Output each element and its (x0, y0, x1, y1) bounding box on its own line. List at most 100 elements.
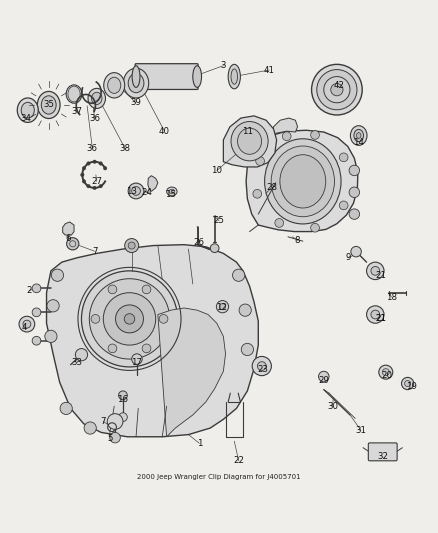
Text: 33: 33 (71, 358, 83, 367)
Text: 28: 28 (266, 183, 277, 192)
Ellipse shape (132, 66, 140, 87)
Circle shape (339, 153, 348, 161)
Ellipse shape (21, 102, 34, 118)
Circle shape (219, 304, 226, 310)
Circle shape (116, 305, 144, 333)
Circle shape (81, 173, 84, 176)
Ellipse shape (231, 122, 268, 161)
Text: 7: 7 (92, 247, 97, 256)
FancyBboxPatch shape (368, 443, 397, 461)
Ellipse shape (350, 126, 367, 146)
Text: 30: 30 (327, 402, 338, 411)
Circle shape (402, 377, 414, 390)
Text: 21: 21 (375, 314, 386, 324)
Text: 2: 2 (26, 286, 32, 295)
Ellipse shape (357, 133, 361, 139)
Text: 16: 16 (117, 395, 128, 404)
Text: 17: 17 (131, 358, 141, 367)
Ellipse shape (104, 72, 125, 98)
Circle shape (119, 413, 127, 422)
Ellipse shape (228, 64, 240, 89)
Ellipse shape (17, 98, 38, 123)
Ellipse shape (193, 66, 201, 87)
Ellipse shape (37, 92, 60, 118)
Ellipse shape (271, 146, 335, 217)
Circle shape (110, 432, 120, 443)
Circle shape (349, 187, 360, 198)
Circle shape (89, 279, 170, 359)
Text: 19: 19 (406, 382, 417, 391)
Ellipse shape (280, 155, 326, 208)
Text: 34: 34 (21, 114, 32, 123)
Polygon shape (148, 176, 158, 191)
Circle shape (382, 369, 389, 376)
Text: 29: 29 (318, 376, 329, 384)
Text: 8: 8 (295, 236, 300, 245)
Text: 4: 4 (22, 323, 28, 332)
Circle shape (371, 266, 380, 275)
Polygon shape (46, 245, 258, 437)
Circle shape (283, 132, 291, 141)
Text: 31: 31 (355, 426, 367, 435)
Circle shape (351, 246, 361, 257)
Text: 40: 40 (159, 127, 170, 136)
Circle shape (103, 293, 155, 345)
Circle shape (367, 306, 384, 323)
Circle shape (339, 201, 348, 210)
Text: 2000 Jeep Wrangler Clip Diagram for J4005701: 2000 Jeep Wrangler Clip Diagram for J400… (137, 473, 301, 480)
Circle shape (216, 301, 229, 313)
Circle shape (324, 77, 350, 103)
Text: 39: 39 (131, 98, 141, 107)
Circle shape (239, 304, 251, 316)
Ellipse shape (41, 96, 56, 114)
Text: 6: 6 (66, 233, 71, 243)
Circle shape (311, 64, 362, 115)
Polygon shape (223, 116, 277, 167)
Circle shape (19, 316, 35, 332)
Circle shape (84, 422, 96, 434)
Text: 35: 35 (43, 100, 54, 109)
Circle shape (367, 262, 384, 280)
Circle shape (108, 344, 117, 353)
Text: 38: 38 (120, 144, 131, 153)
Text: 7: 7 (101, 417, 106, 426)
Text: 10: 10 (211, 166, 223, 175)
Ellipse shape (231, 69, 237, 84)
Ellipse shape (166, 187, 177, 196)
Ellipse shape (354, 130, 364, 142)
Circle shape (87, 161, 90, 165)
Text: 36: 36 (87, 144, 98, 153)
Text: 27: 27 (91, 177, 102, 186)
Text: 12: 12 (215, 303, 227, 312)
Circle shape (51, 269, 64, 281)
Circle shape (99, 184, 102, 188)
Circle shape (349, 165, 360, 176)
Circle shape (23, 320, 31, 328)
Text: 42: 42 (334, 81, 345, 90)
Circle shape (93, 160, 96, 164)
Ellipse shape (128, 74, 144, 93)
Circle shape (132, 187, 141, 195)
Text: 15: 15 (166, 190, 177, 199)
Circle shape (371, 310, 380, 319)
Ellipse shape (169, 189, 174, 193)
Circle shape (318, 372, 329, 382)
Circle shape (253, 189, 261, 198)
Text: 1: 1 (197, 439, 202, 448)
Text: 5: 5 (107, 434, 113, 443)
Circle shape (128, 183, 144, 199)
Circle shape (125, 239, 139, 253)
Polygon shape (63, 222, 74, 235)
Circle shape (32, 336, 41, 345)
Circle shape (81, 271, 177, 367)
Text: 21: 21 (375, 314, 386, 324)
Circle shape (233, 269, 245, 281)
Text: 14: 14 (353, 138, 364, 147)
Circle shape (103, 166, 107, 170)
Polygon shape (272, 118, 297, 135)
Circle shape (91, 314, 100, 323)
Circle shape (159, 314, 168, 323)
Text: 22: 22 (233, 456, 244, 465)
Circle shape (311, 131, 319, 139)
Text: 36: 36 (89, 114, 100, 123)
